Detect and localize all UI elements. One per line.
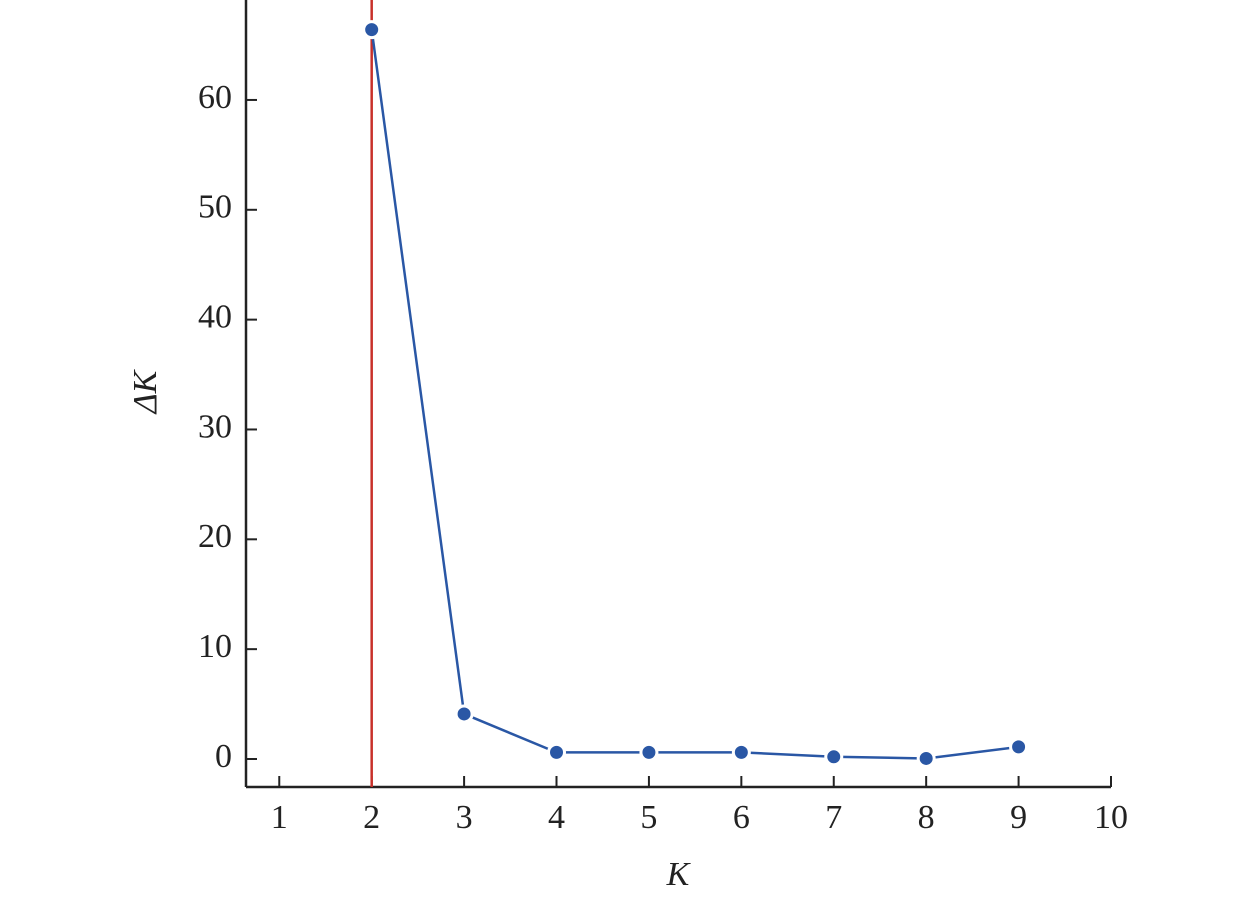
data-point bbox=[916, 748, 936, 768]
data-point bbox=[547, 742, 567, 762]
y-tick-label: 60 bbox=[198, 79, 232, 116]
y-tick-label: 20 bbox=[198, 518, 232, 555]
x-tick-label: 6 bbox=[733, 799, 750, 836]
y-tick-label: 50 bbox=[198, 189, 232, 226]
data-point bbox=[824, 747, 844, 767]
data-point bbox=[639, 742, 659, 762]
data-line bbox=[370, 29, 1019, 760]
y-axis-label: ΔK bbox=[127, 368, 164, 415]
x-tick-label: 1 bbox=[271, 799, 288, 836]
x-tick-label: 2 bbox=[363, 799, 380, 836]
data-point bbox=[1009, 737, 1029, 757]
y-tick-label: 10 bbox=[198, 628, 232, 665]
x-tick-label: 8 bbox=[918, 799, 935, 836]
x-tick-label: 7 bbox=[825, 799, 842, 836]
x-tick-label: 10 bbox=[1094, 799, 1128, 836]
data-point bbox=[454, 704, 474, 724]
y-tick-label: 40 bbox=[198, 298, 232, 335]
x-axis-label: K bbox=[666, 856, 692, 893]
x-tick-label: 3 bbox=[456, 799, 473, 836]
x-tick-label: 5 bbox=[640, 799, 657, 836]
x-tick-label: 9 bbox=[1010, 799, 1027, 836]
data-point bbox=[731, 742, 751, 762]
y-tick-label: 0 bbox=[215, 738, 232, 775]
data-point bbox=[362, 20, 382, 40]
x-tick-label: 4 bbox=[548, 799, 565, 836]
y-tick-label: 30 bbox=[198, 408, 232, 445]
